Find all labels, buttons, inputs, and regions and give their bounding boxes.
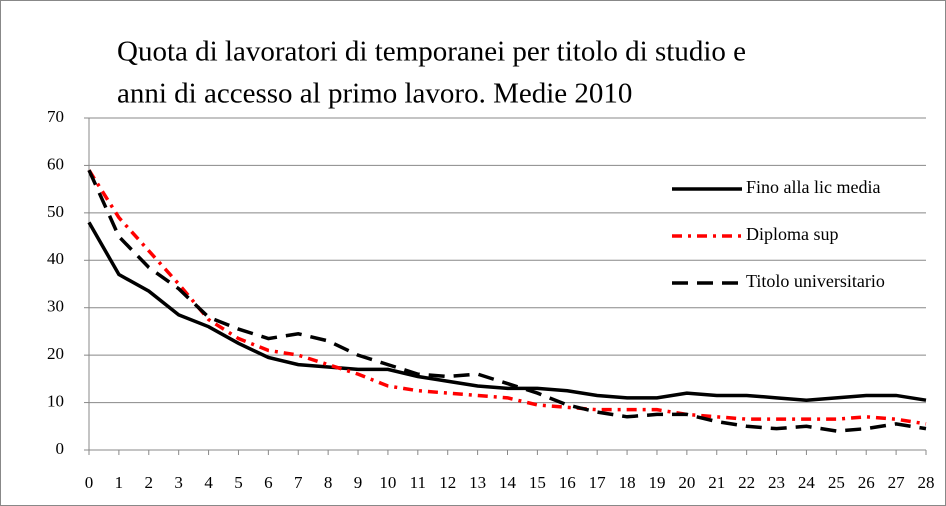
x-tick-label: 5 bbox=[234, 473, 243, 492]
x-tick-label: 24 bbox=[798, 473, 816, 492]
x-tick-label: 26 bbox=[858, 473, 875, 492]
x-tick-label: 1 bbox=[115, 473, 124, 492]
x-tick-label: 6 bbox=[264, 473, 273, 492]
x-tick-label: 10 bbox=[379, 473, 396, 492]
x-tick-label: 19 bbox=[648, 473, 665, 492]
x-tick-label: 13 bbox=[469, 473, 486, 492]
legend-label: Diploma sup bbox=[746, 224, 839, 244]
x-tick-label: 17 bbox=[589, 473, 607, 492]
x-tick-label: 7 bbox=[294, 473, 303, 492]
legend-label: Fino alla lic media bbox=[746, 177, 880, 197]
x-tick-label: 0 bbox=[85, 473, 94, 492]
y-tick-label: 50 bbox=[47, 202, 64, 221]
x-tick-label: 27 bbox=[888, 473, 906, 492]
x-tick-label: 28 bbox=[918, 473, 935, 492]
x-tick-label: 12 bbox=[439, 473, 456, 492]
x-tick-label: 11 bbox=[410, 473, 426, 492]
x-tick-label: 21 bbox=[708, 473, 725, 492]
y-tick-label: 0 bbox=[56, 439, 65, 458]
x-tick-label: 2 bbox=[145, 473, 154, 492]
series-line bbox=[87, 169, 927, 426]
x-tick-label: 15 bbox=[529, 473, 546, 492]
y-tick-label: 40 bbox=[47, 249, 64, 268]
y-tick-label: 60 bbox=[47, 154, 64, 173]
series-line bbox=[87, 169, 927, 433]
chart-title: anni di accesso al primo lavoro. Medie 2… bbox=[117, 78, 632, 110]
y-tick-label: 70 bbox=[47, 107, 64, 126]
x-tick-label: 3 bbox=[174, 473, 183, 492]
x-tick-label: 8 bbox=[324, 473, 333, 492]
legend-label: Titolo universitario bbox=[746, 271, 885, 291]
x-tick-label: 16 bbox=[559, 473, 576, 492]
series-line bbox=[87, 221, 927, 402]
chart-title: Quota di lavoratori di temporanei per ti… bbox=[117, 36, 746, 68]
x-tick-label: 9 bbox=[354, 473, 363, 492]
x-tick-label: 20 bbox=[678, 473, 695, 492]
x-tick-label: 14 bbox=[499, 473, 517, 492]
x-tick-label: 23 bbox=[768, 473, 785, 492]
x-tick-label: 4 bbox=[204, 473, 213, 492]
y-tick-label: 20 bbox=[47, 344, 64, 363]
y-tick-label: 30 bbox=[47, 297, 64, 316]
y-tick-label: 10 bbox=[47, 391, 64, 410]
x-tick-label: 18 bbox=[619, 473, 636, 492]
x-tick-label: 25 bbox=[828, 473, 845, 492]
x-tick-label: 22 bbox=[738, 473, 755, 492]
